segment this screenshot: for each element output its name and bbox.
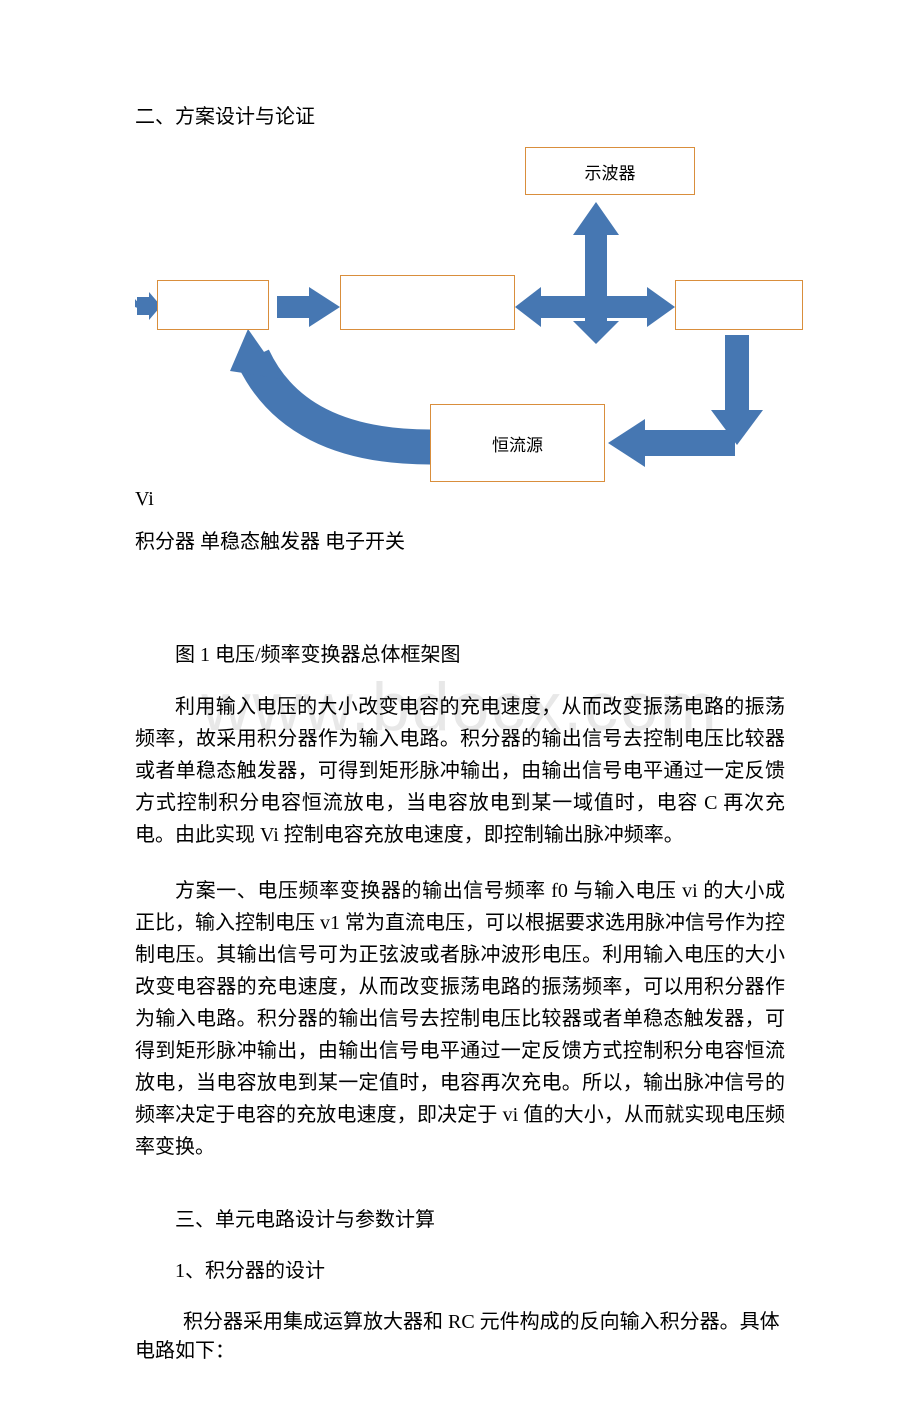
- arrow-into-current-source: [608, 419, 735, 467]
- box-integrator: [157, 280, 269, 330]
- block-diagram: 示波器 恒流源: [135, 147, 785, 482]
- section-heading-3: 三、单元电路设计与参数计算: [135, 1203, 785, 1232]
- arrow-box1-to-box2: [277, 287, 340, 327]
- figure-caption: 图 1 电压/频率变换器总体框架图: [135, 638, 785, 667]
- curved-feedback-arrow: [230, 329, 430, 447]
- box-monostable: [340, 275, 515, 330]
- box-oscilloscope: 示波器: [525, 147, 695, 195]
- arrow-box3-down: [711, 335, 763, 445]
- label-vi: Vi: [135, 488, 785, 511]
- subsection-1-title: 1、积分器的设计: [135, 1254, 785, 1283]
- section-heading-2: 二、方案设计与论证: [135, 100, 785, 129]
- subsection-1-body: 积分器采用集成运算放大器和 RC 元件构成的反向输入积分器。具体电路如下：: [135, 1305, 785, 1363]
- arrow-cross-box3: [515, 202, 675, 344]
- paragraph-scheme1: 方案一、电压频率变换器的输出信号频率 f0 与输入电压 vi 的大小成正比，输入…: [135, 875, 785, 1163]
- box-current-source: 恒流源: [430, 404, 605, 482]
- page-content: 二、方案设计与论证: [0, 0, 920, 1413]
- label-blocks-list: 积分器 单稳态触发器 电子开关: [135, 525, 785, 554]
- box-switch: [675, 280, 803, 330]
- paragraph-principle: 利用输入电压的大小改变电容的充电速度，从而改变振荡电路的振荡频率，故采用积分器作…: [135, 691, 785, 851]
